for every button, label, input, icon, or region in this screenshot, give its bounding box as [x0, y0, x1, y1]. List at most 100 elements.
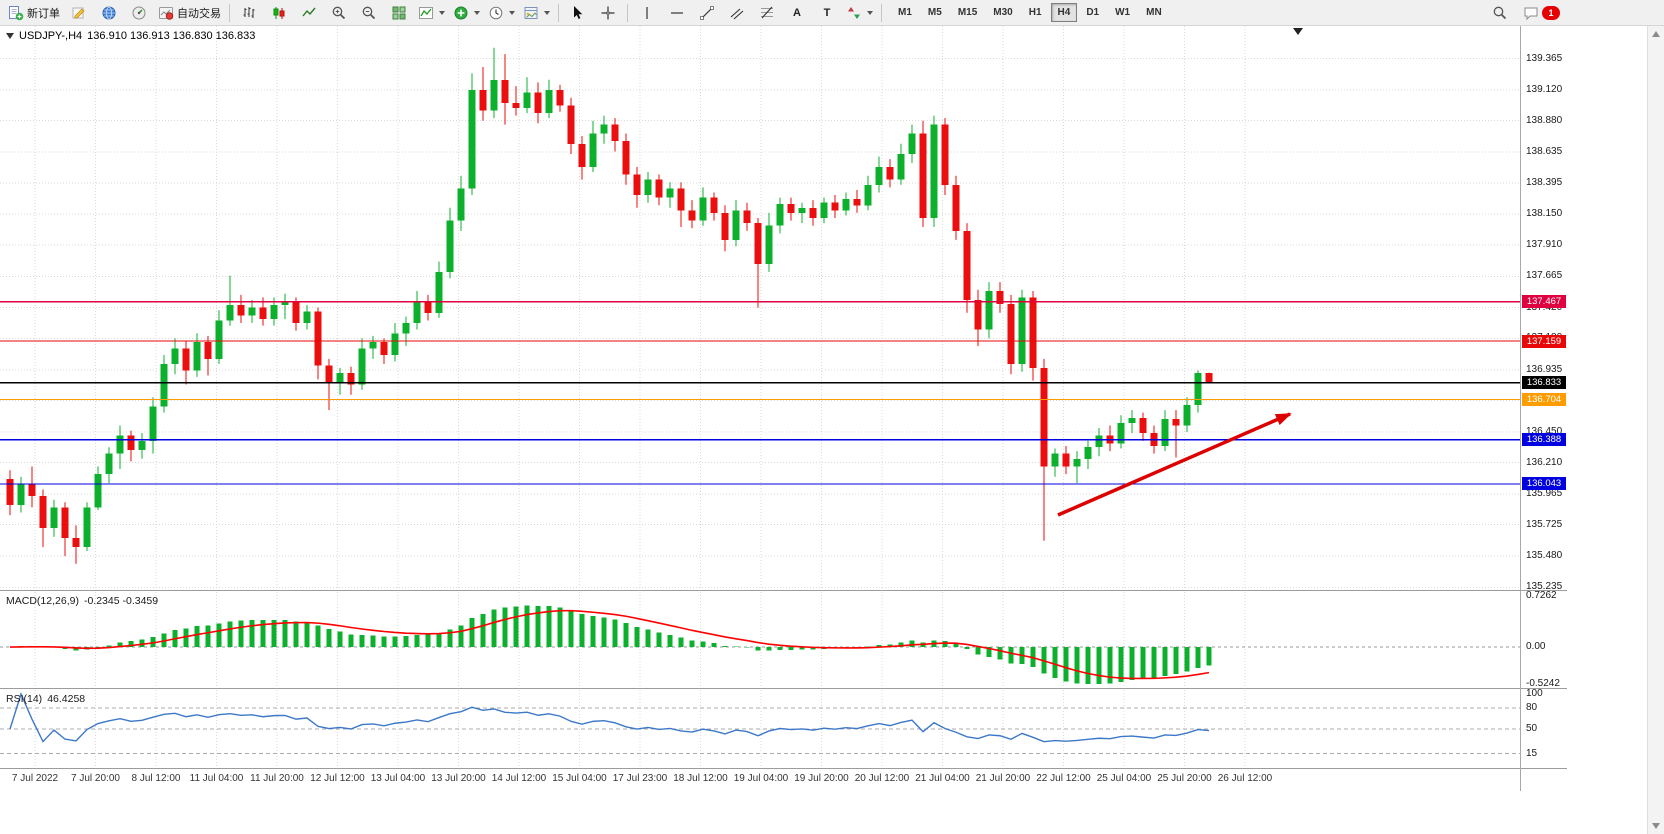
axis-label: 138.635	[1526, 146, 1563, 158]
axis-label: 136.450	[1526, 425, 1563, 437]
channel-button[interactable]	[722, 1, 752, 25]
timeframe-m5[interactable]: M5	[927, 7, 942, 18]
scroll-down-icon[interactable]	[1652, 823, 1660, 829]
arrows-shapes-icon	[846, 5, 862, 21]
new-order-icon	[8, 5, 24, 21]
cursor-button[interactable]	[563, 1, 593, 25]
macd-chart[interactable]	[0, 592, 1520, 688]
axis-label: 139.365	[1526, 52, 1563, 64]
chart-ohlc-values: 136.910 136.913 136.830 136.833	[87, 30, 256, 42]
options-button[interactable]	[124, 1, 154, 25]
axis-label: 135.725	[1526, 518, 1563, 530]
axis-label: 138.150	[1526, 208, 1563, 220]
text-tool-icon: A	[793, 6, 801, 19]
timeframe-h4[interactable]: H4	[1050, 3, 1078, 22]
periods-button[interactable]	[484, 1, 519, 25]
fibonacci-icon	[759, 5, 775, 21]
horizontal-line-button[interactable]	[662, 1, 692, 25]
crosshair-button[interactable]	[593, 1, 623, 25]
axis-label: 137.665	[1526, 270, 1563, 282]
dropdown-arrow-icon	[509, 10, 515, 15]
time-label: 21 Jul 20:00	[975, 773, 1031, 784]
zoom-out-button[interactable]	[354, 1, 384, 25]
time-label: 17 Jul 23:00	[612, 773, 668, 784]
price-tag-137.159: 137.159	[1522, 334, 1566, 348]
time-label: 26 Jul 12:00	[1217, 773, 1273, 784]
timeframe-h1[interactable]: H1	[1028, 7, 1042, 18]
scroll-up-icon[interactable]	[1652, 31, 1660, 37]
trend-arrow[interactable]	[1057, 412, 1292, 517]
timeframe-mn[interactable]: MN	[1146, 7, 1162, 18]
line-chart-button[interactable]	[294, 1, 324, 25]
shapes-button[interactable]	[842, 1, 877, 25]
auto-trading-button[interactable]: 自动交易	[154, 1, 225, 25]
toolbar-separator	[229, 3, 230, 22]
metaeditor-button[interactable]	[64, 1, 94, 25]
pane-separator[interactable]	[0, 688, 1567, 689]
price-tag-136.833: 136.833	[1522, 376, 1566, 390]
tile-windows-button[interactable]	[384, 1, 414, 25]
notifications-button[interactable]: 1	[1519, 1, 1564, 25]
timeframe-m15[interactable]: M15	[957, 7, 978, 18]
vertical-scrollbar[interactable]	[1647, 26, 1664, 834]
timeframe-m30[interactable]: M30	[993, 7, 1013, 18]
horizontal-line-icon	[669, 5, 685, 21]
pane-separator[interactable]	[0, 768, 1567, 769]
axis-label: 15	[1526, 747, 1538, 759]
axis-label: 80	[1526, 702, 1538, 713]
toolbar-separator	[627, 3, 628, 22]
axis-label: 136.935	[1526, 363, 1563, 375]
axis-label: 136.210	[1526, 456, 1563, 468]
indicators-icon	[418, 5, 434, 21]
globe-icon	[101, 5, 117, 21]
timeframe-m1[interactable]: M1	[898, 7, 912, 18]
time-label: 13 Jul 20:00	[431, 773, 486, 784]
axis-label: 135.480	[1526, 550, 1563, 562]
rsi-label: RSI(14) 46.4258	[6, 693, 86, 705]
chart-menu-icon[interactable]	[6, 33, 14, 39]
zoom-out-icon	[361, 5, 377, 21]
bar-chart-button[interactable]	[234, 1, 264, 25]
text-label-button[interactable]: T	[812, 1, 842, 25]
price-tag-136.043: 136.043	[1522, 477, 1566, 491]
chart-shift-icon[interactable]	[1293, 28, 1303, 35]
indicators-button[interactable]	[414, 1, 449, 25]
time-label: 25 Jul 20:00	[1157, 773, 1212, 784]
fibonacci-button[interactable]	[752, 1, 782, 25]
time-axis[interactable]: 7 Jul 2022 7 Jul 20:00 8 Jul 12:00 11 Jul 0…	[0, 769, 1520, 791]
candlestick-chart-button[interactable]	[264, 1, 294, 25]
metaeditor-icon	[71, 5, 87, 21]
axis-label: 135.235	[1526, 581, 1563, 593]
axis-label: 0.00	[1526, 641, 1546, 653]
search-button[interactable]	[1485, 1, 1515, 25]
price-scale[interactable]: 139.365 139.120 138.880 138.635 138.395 138.1…	[1521, 26, 1567, 791]
text-tool-button[interactable]: A	[782, 1, 812, 25]
vertical-line-button[interactable]	[632, 1, 662, 25]
timeframe-w1[interactable]: W1	[1115, 7, 1131, 18]
bar-chart-icon	[241, 5, 257, 21]
profiles-button[interactable]	[94, 1, 124, 25]
candlestick-chart[interactable]	[0, 26, 1520, 590]
time-label: 12 Jul 12:00	[310, 773, 365, 784]
chart-symbol: USDJPY-,H4	[19, 30, 83, 42]
rsi-pane[interactable]: RSI(14) 46.4258	[0, 690, 1520, 768]
rsi-chart[interactable]	[0, 690, 1520, 768]
templates-button[interactable]	[519, 1, 554, 25]
new-order-button[interactable]: 新订单	[4, 1, 64, 25]
time-label: 11 Jul 20:00	[250, 773, 304, 784]
toolbar-separator	[558, 3, 559, 22]
add-indicator-button[interactable]	[449, 1, 484, 25]
dropdown-arrow-icon	[474, 10, 480, 15]
timeframe-d1[interactable]: D1	[1086, 7, 1100, 18]
time-label: 19 Jul 20:00	[794, 773, 849, 784]
trendline-button[interactable]	[692, 1, 722, 25]
vertical-line-icon	[639, 5, 655, 21]
zoom-in-button[interactable]	[324, 1, 354, 25]
axis-label: 139.120	[1526, 84, 1563, 96]
price-chart-pane[interactable]: USDJPY-,H4 136.910 136.913 136.830 136.8…	[0, 26, 1520, 590]
macd-pane[interactable]: MACD(12,26,9) -0.2345 -0.3459	[0, 592, 1520, 688]
time-label: 14 Jul 12:00	[491, 773, 547, 784]
pane-separator[interactable]	[0, 590, 1567, 591]
axis-label: 138.395	[1526, 176, 1563, 188]
